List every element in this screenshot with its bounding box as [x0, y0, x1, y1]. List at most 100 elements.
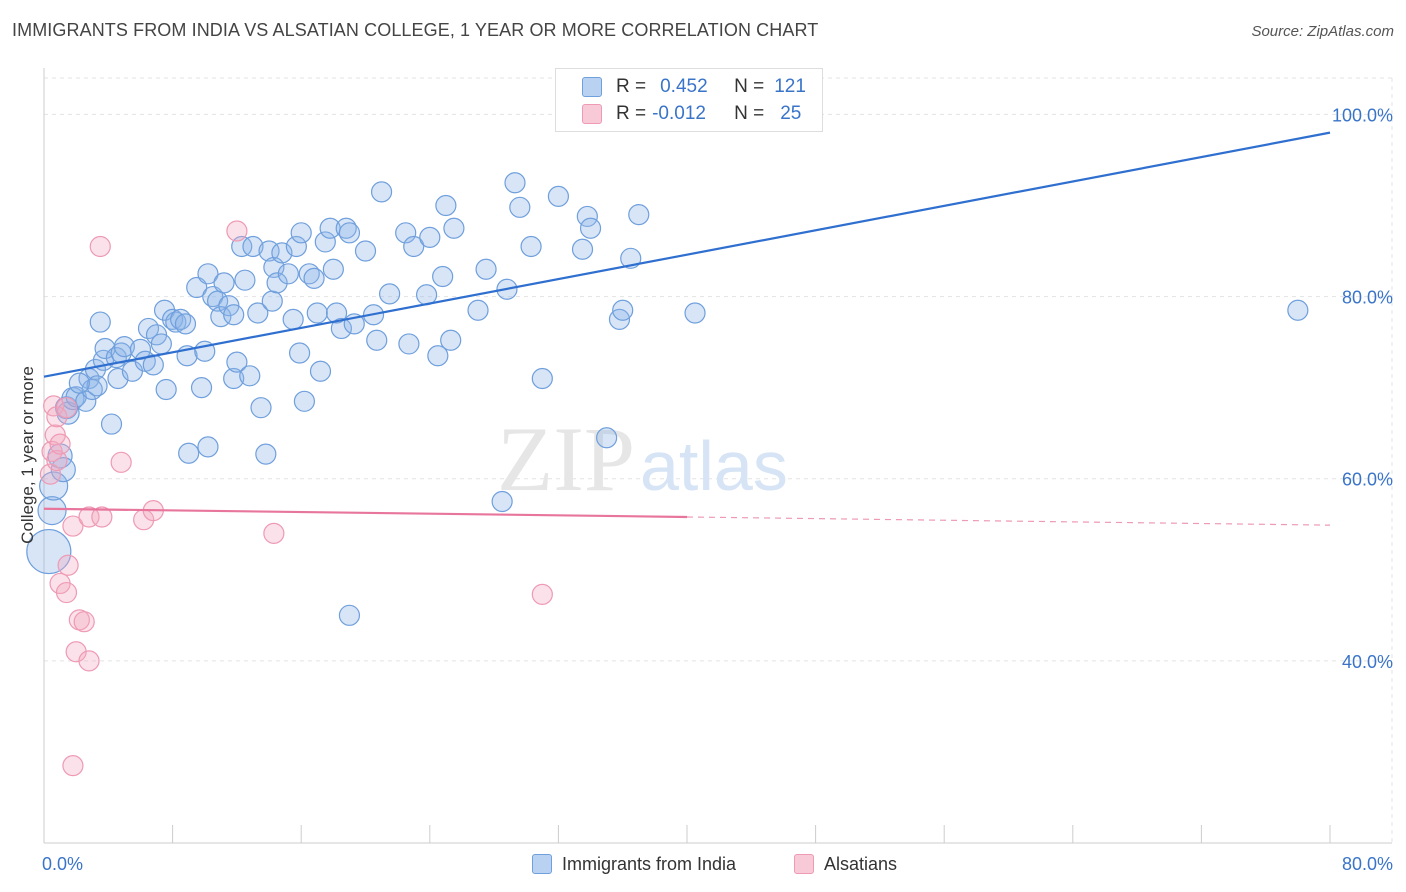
point-india	[50, 457, 76, 483]
bottom-legend-india: Immigrants from India	[532, 852, 736, 876]
point-india	[628, 204, 650, 226]
point-india	[293, 390, 316, 412]
x-tick-label-max: 80.0%	[1342, 854, 1393, 874]
legend-row-india: R = 0.452 N = 121	[582, 75, 806, 99]
point-india	[155, 378, 177, 401]
point-india	[303, 267, 325, 289]
point-india	[234, 269, 256, 291]
watermark-zip: ZIP	[497, 408, 635, 510]
x-tick-label-min: 0.0%	[42, 854, 83, 874]
legend-n-value-india: 121	[774, 76, 806, 97]
bottom-legend-label-india: Immigrants from India	[562, 853, 737, 874]
point-india	[370, 181, 393, 203]
bottom-legend-alsatians: Alsatians	[794, 852, 897, 876]
point-india	[379, 283, 401, 305]
point-india	[596, 427, 618, 449]
point-india	[330, 317, 352, 340]
point-alsatians	[49, 433, 71, 455]
point-india	[440, 329, 462, 351]
trend-lines	[43, 131, 1331, 526]
point-alsatians	[57, 554, 79, 576]
point-india	[290, 222, 312, 244]
point-india	[427, 345, 449, 367]
point-india	[467, 299, 489, 321]
bottom-legend-swatch-india	[532, 854, 552, 874]
stats-legend: R = 0.452 N = 121 R = -0.012 N = 25	[555, 68, 823, 132]
point-india	[190, 377, 213, 399]
watermark-atlas: atlas	[640, 427, 788, 505]
y-axis-label: College, 1 year or more	[18, 366, 37, 544]
point-india	[113, 336, 135, 358]
point-india	[475, 258, 497, 280]
point-india	[250, 397, 272, 419]
point-india	[150, 333, 172, 355]
y-tick-label: 40.0%	[1342, 652, 1393, 672]
source-label: Source: ZipAtlas.com	[1251, 23, 1394, 40]
legend-row-alsatians: R = -0.012 N = 25	[582, 102, 801, 126]
point-india	[242, 235, 264, 258]
point-india	[338, 222, 361, 244]
point-india	[197, 263, 219, 285]
legend-swatch-india	[582, 77, 602, 97]
y-tick-label: 80.0%	[1342, 288, 1393, 308]
legend-r-label: R =	[616, 76, 647, 97]
point-india	[100, 413, 123, 435]
point-india	[576, 205, 598, 228]
point-alsatians	[46, 449, 68, 472]
point-india	[197, 436, 219, 458]
point-india	[178, 442, 200, 464]
point-alsatians	[39, 463, 62, 485]
point-india	[419, 226, 441, 248]
point-india	[520, 235, 542, 258]
point-india	[1287, 299, 1309, 321]
point-india	[282, 308, 304, 330]
point-india	[509, 196, 531, 218]
axes	[43, 68, 1392, 844]
point-india	[288, 342, 311, 364]
point-india	[223, 367, 245, 390]
point-india	[247, 302, 269, 324]
point-india	[37, 495, 67, 526]
point-india	[432, 265, 454, 288]
point-india	[354, 240, 377, 262]
point-alsatians	[62, 754, 84, 777]
point-india	[213, 272, 235, 294]
bottom-legend-swatch-alsatians	[794, 854, 814, 874]
point-alsatians	[55, 581, 78, 604]
data-points	[26, 172, 1309, 777]
point-india	[395, 222, 417, 244]
trend-line-alsatians	[43, 507, 688, 519]
point-india	[89, 311, 111, 333]
point-india	[226, 351, 248, 373]
point-india	[491, 490, 513, 513]
point-india	[86, 375, 108, 397]
point-alsatians	[55, 397, 78, 419]
point-india	[68, 372, 90, 394]
legend-r-value-alsatians: -0.012	[652, 103, 706, 124]
legend-swatch-alsatians	[582, 104, 602, 124]
point-india	[531, 367, 553, 390]
y-tick-label: 60.0%	[1342, 470, 1393, 490]
point-india	[223, 304, 245, 326]
point-alsatians	[226, 220, 248, 242]
point-india	[255, 443, 277, 465]
point-india	[162, 308, 184, 330]
trend-line-alsatians-extrapolated	[686, 516, 1331, 526]
point-india	[314, 231, 336, 253]
legend-n-label: N =	[734, 103, 765, 124]
point-india	[306, 302, 328, 324]
point-india	[239, 365, 261, 387]
chart-title: IMMIGRANTS FROM INDIA VS ALSATIAN COLLEG…	[12, 20, 819, 40]
bottom-legend-label-alsatians: Alsatians	[824, 853, 898, 874]
point-alsatians	[263, 522, 285, 544]
point-india	[547, 185, 570, 207]
point-india	[285, 235, 307, 258]
point-india	[309, 360, 332, 382]
point-alsatians	[73, 611, 95, 633]
point-india	[174, 313, 197, 335]
point-india	[322, 258, 344, 280]
point-india	[443, 217, 465, 239]
legend-n-label: N =	[734, 76, 765, 97]
point-india	[266, 272, 288, 294]
point-india	[26, 528, 72, 575]
